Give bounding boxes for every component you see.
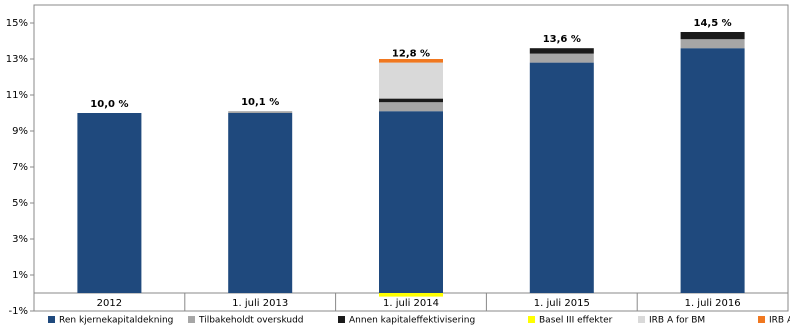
plot-area bbox=[33, 4, 789, 312]
bar-segment bbox=[379, 293, 443, 297]
bar-segment bbox=[379, 111, 443, 293]
legend-label: Annen kapitaleffektivisering bbox=[349, 316, 475, 326]
legend-label: Ren kjernekapitaldekning bbox=[59, 316, 173, 326]
legend-swatch bbox=[48, 316, 55, 323]
total-label: 14,5 % bbox=[694, 18, 732, 29]
bar-segment bbox=[529, 53, 594, 63]
legend-swatch bbox=[758, 316, 765, 323]
total-label: 10,1 % bbox=[241, 97, 279, 108]
legend-swatch bbox=[338, 316, 345, 323]
legend-swatch bbox=[188, 316, 195, 323]
y-tick-label: 9% bbox=[12, 126, 28, 137]
bar-segment bbox=[529, 62, 594, 293]
bar-segment bbox=[680, 32, 745, 40]
y-tick-label: 3% bbox=[12, 234, 28, 245]
bar-segment bbox=[680, 39, 745, 49]
bar-segment bbox=[77, 113, 142, 293]
x-tick-label: 1. juli 2013 bbox=[232, 298, 288, 309]
y-tick-label: 5% bbox=[12, 198, 28, 209]
y-tick-label: 13% bbox=[6, 54, 28, 65]
bar-segment bbox=[379, 59, 443, 63]
bar-segment bbox=[228, 113, 293, 293]
total-label: 10,0 % bbox=[90, 99, 128, 110]
bar-segment bbox=[680, 48, 745, 294]
bar-segment bbox=[379, 102, 443, 112]
x-tick-label: 1. juli 2015 bbox=[534, 298, 590, 309]
bar-segment bbox=[379, 62, 443, 99]
y-tick-label: 7% bbox=[12, 162, 28, 173]
bar-segment bbox=[228, 111, 293, 113]
legend-swatch bbox=[638, 316, 645, 323]
legend-label: Basel III effekter bbox=[539, 316, 613, 326]
y-tick-label: -1% bbox=[9, 306, 28, 317]
legend-label: IRB A for BN Bank bbox=[769, 316, 790, 326]
x-tick-label: 2012 bbox=[97, 298, 122, 309]
x-tick-label: 1. juli 2016 bbox=[685, 298, 741, 309]
x-tick-label: 1. juli 2014 bbox=[383, 298, 439, 309]
legend-swatch bbox=[528, 316, 535, 323]
bar-segment bbox=[379, 98, 443, 103]
bar-segment bbox=[529, 48, 594, 54]
total-label: 12,8 % bbox=[392, 49, 430, 60]
legend-label: IRB A for BM bbox=[649, 316, 705, 326]
legend-label: Tilbakeholdt overskudd bbox=[198, 316, 304, 326]
y-tick-label: 11% bbox=[6, 90, 28, 101]
y-tick-label: 1% bbox=[12, 270, 28, 281]
total-label: 13,6 % bbox=[543, 34, 581, 45]
y-tick-label: 15% bbox=[6, 18, 28, 29]
